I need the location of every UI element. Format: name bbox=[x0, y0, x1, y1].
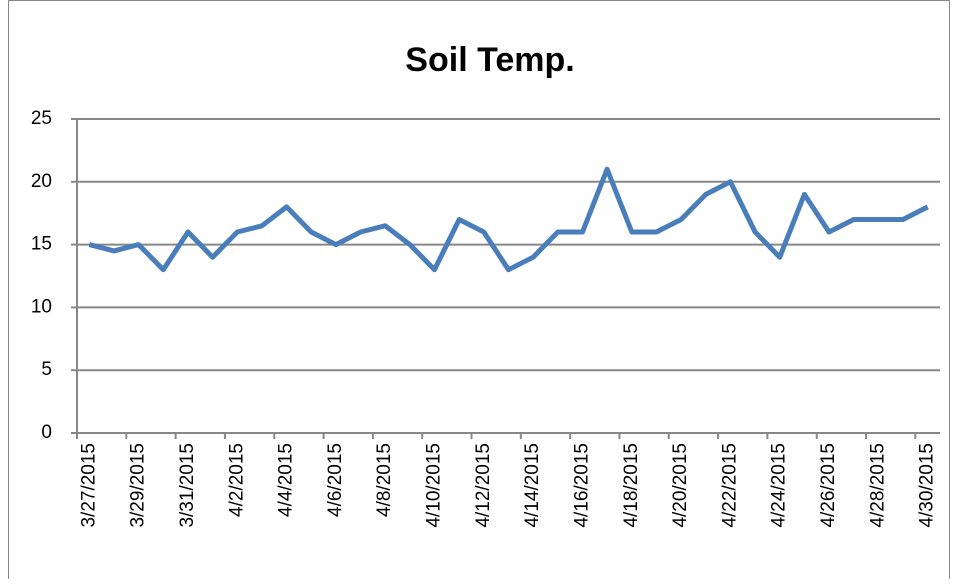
chart-frame bbox=[8, 0, 950, 584]
x-tick-label: 4/20/2015 bbox=[670, 443, 691, 528]
x-tick-label: 4/8/2015 bbox=[374, 443, 395, 517]
x-tick-label: 4/12/2015 bbox=[473, 443, 494, 528]
x-tick-label: 3/29/2015 bbox=[128, 443, 149, 528]
x-tick-label: 4/6/2015 bbox=[325, 443, 346, 517]
y-tick-label: 20 bbox=[31, 171, 52, 192]
x-tick-label: 4/16/2015 bbox=[571, 443, 592, 528]
series-line bbox=[88, 166, 929, 273]
x-tick-label: 4/14/2015 bbox=[522, 443, 543, 528]
x-tick-label: 4/26/2015 bbox=[818, 443, 839, 528]
chart-title: Soil Temp. bbox=[405, 41, 574, 79]
x-tick-label: 4/4/2015 bbox=[276, 443, 297, 517]
y-tick-label: 0 bbox=[41, 422, 52, 443]
x-tick-label: 4/10/2015 bbox=[424, 443, 445, 528]
x-tick-label: 4/28/2015 bbox=[867, 443, 888, 528]
y-tick-label: 25 bbox=[31, 108, 52, 129]
x-tick-label: 4/2/2015 bbox=[226, 443, 247, 517]
y-tick-label: 15 bbox=[31, 234, 52, 255]
y-tick-label: 10 bbox=[31, 296, 52, 317]
y-tick-label: 5 bbox=[41, 359, 52, 380]
x-tick-label: 3/27/2015 bbox=[78, 443, 99, 528]
x-tick-label: 4/22/2015 bbox=[719, 443, 740, 528]
x-tick-label: 4/18/2015 bbox=[621, 443, 642, 528]
x-tick-label: 4/24/2015 bbox=[769, 443, 790, 528]
x-tick-label: 4/30/2015 bbox=[917, 443, 938, 528]
x-tick-label: 3/31/2015 bbox=[177, 443, 198, 528]
